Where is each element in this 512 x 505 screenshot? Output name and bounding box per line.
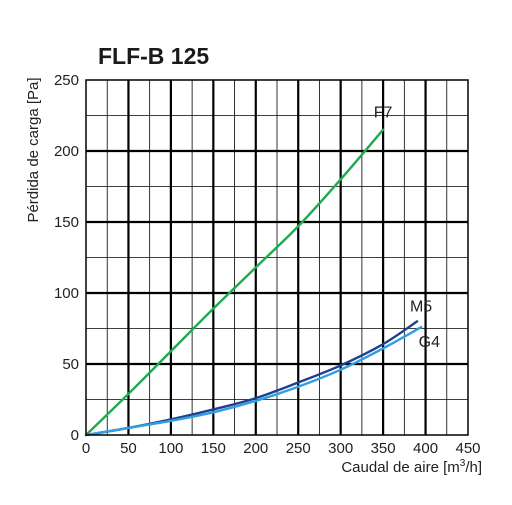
x-tick-label: 50 bbox=[120, 440, 137, 457]
x-axis-label-superscript: 3 bbox=[460, 458, 466, 469]
series-line-f7 bbox=[84, 128, 385, 437]
x-tick-label: 450 bbox=[455, 440, 480, 457]
grid bbox=[86, 80, 468, 435]
x-tick-label: 200 bbox=[243, 440, 268, 457]
x-tick-labels: 0 50 100 150 200 250 300 350 400 450 bbox=[82, 440, 481, 457]
series-label-g4: G4 bbox=[419, 334, 440, 351]
y-tick-label: 50 bbox=[62, 356, 79, 373]
y-tick-label: 200 bbox=[54, 143, 79, 160]
x-tick-label: 300 bbox=[328, 440, 353, 457]
series-label-f7: F7 bbox=[374, 105, 393, 122]
x-axis-label-main: Caudal de aire [m bbox=[341, 459, 459, 476]
x-tick-label: 350 bbox=[371, 440, 396, 457]
y-tick-label: 100 bbox=[54, 285, 79, 302]
chart-title: FLF-B 125 bbox=[98, 43, 209, 69]
plot-area bbox=[84, 79, 469, 437]
y-tick-labels: 0 50 100 150 200 250 bbox=[54, 72, 79, 444]
x-tick-label: 150 bbox=[201, 440, 226, 457]
x-axis-label: Caudal de aire [m3/h] bbox=[341, 458, 482, 476]
y-tick-label: 150 bbox=[54, 214, 79, 231]
x-tick-label: 100 bbox=[158, 440, 183, 457]
y-tick-label: 0 bbox=[71, 427, 79, 444]
plot-frame bbox=[85, 79, 469, 436]
series-line-g4 bbox=[84, 325, 423, 437]
x-axis-label-tail: /h] bbox=[465, 459, 482, 476]
x-tick-label: 0 bbox=[82, 440, 90, 457]
x-tick-label: 250 bbox=[286, 440, 311, 457]
y-axis-label: Pérdida de carga [Pa] bbox=[25, 77, 42, 222]
series-labels: F7 M5 G4 bbox=[374, 105, 440, 351]
series-label-m5: M5 bbox=[410, 298, 432, 315]
x-tick-label: 400 bbox=[413, 440, 438, 457]
series-lines bbox=[84, 128, 423, 437]
y-tick-label: 250 bbox=[54, 72, 79, 89]
